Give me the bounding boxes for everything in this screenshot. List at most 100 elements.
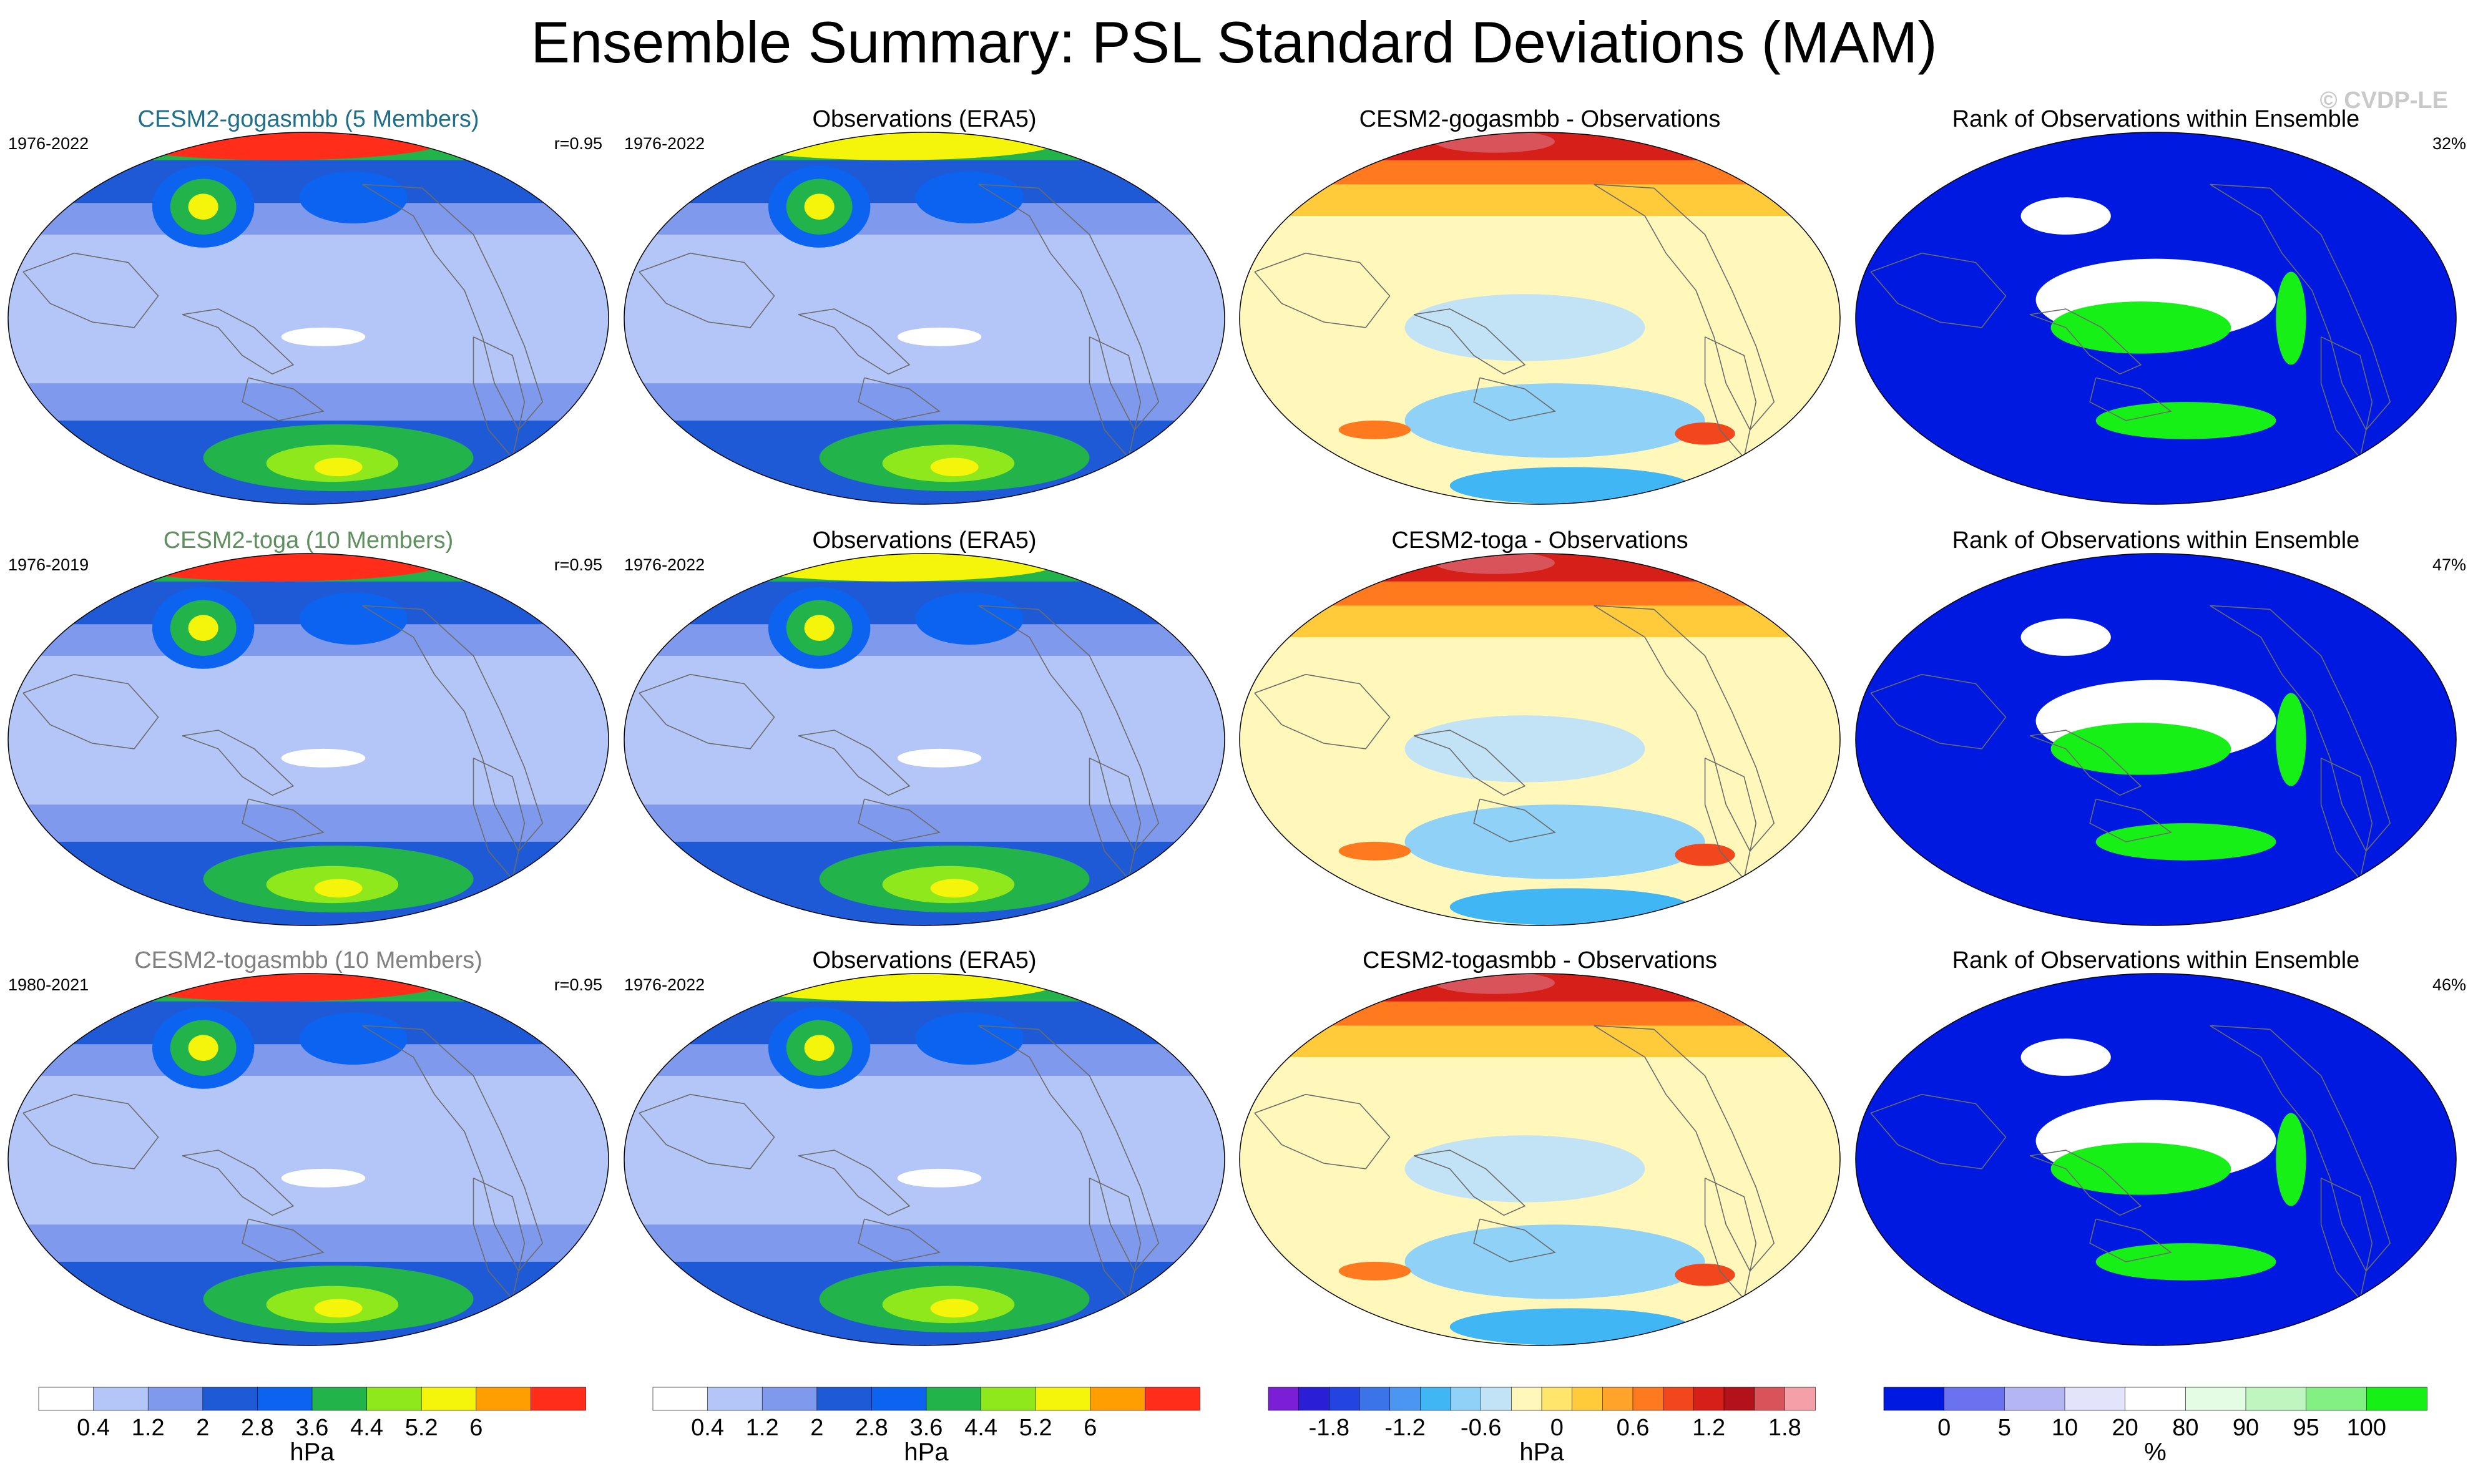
panel-r1-model-period: 1976-2022 bbox=[8, 134, 89, 153]
panel-r3-diff-so-neg bbox=[1404, 1224, 1705, 1299]
panel-r2-obs-coastline-3 bbox=[858, 798, 941, 842]
panel-r1-diff-antarctic-neg bbox=[1449, 467, 1690, 504]
panel-r1-diff-sa-pos bbox=[1675, 422, 1735, 445]
panel-r2-rank-coastline-0 bbox=[1870, 673, 2007, 749]
colorbar-rank-swatch-1 bbox=[1944, 1387, 2005, 1411]
colorbar-rank-swatch-4 bbox=[2125, 1387, 2186, 1411]
panel-r1-model-coastline-3 bbox=[242, 377, 325, 421]
panel-r3-model: CESM2-togasmbb (10 Members) 1980-2021 r=0.… bbox=[7, 947, 609, 1346]
colorbar-rank-swatch-5 bbox=[2185, 1387, 2246, 1411]
panel-r1-obs-pac-low-core bbox=[804, 193, 835, 220]
panel-r1-model-correlation: r=0.95 bbox=[554, 134, 602, 153]
panel-r3-rank-pct: 46% bbox=[2432, 975, 2466, 994]
panel-r1-diff: CESM2-gogasmbb - Observations bbox=[1239, 106, 1841, 505]
panel-r2-model-atl-low bbox=[299, 592, 408, 645]
colorbar-rank-tick-5: 90 bbox=[2233, 1415, 2259, 1441]
panel-r1-obs-so-core bbox=[930, 457, 979, 477]
panel-r2-model-coastline-0 bbox=[22, 673, 159, 749]
panel-r1-obs-title: Observations (ERA5) bbox=[812, 106, 1036, 132]
colorbar-obs-std-tick-1: 1.2 bbox=[746, 1415, 779, 1441]
colorbar-obs-std-unit: hPa bbox=[904, 1438, 949, 1466]
colorbar-difference-swatch-3 bbox=[1359, 1387, 1391, 1411]
colorbar-difference-swatch-15 bbox=[1723, 1387, 1755, 1411]
panel-r2-diff-tropics-neg bbox=[1404, 715, 1645, 783]
colorbar-rank-tick-0: 0 bbox=[1937, 1415, 1951, 1441]
panel-r3-model-atl-low bbox=[299, 1012, 408, 1065]
colorbar-model-std-swatch-4 bbox=[257, 1387, 313, 1411]
panel-r2-diff-arctic-max bbox=[1434, 554, 1555, 574]
colorbar-difference-tick-0: -1.8 bbox=[1309, 1415, 1349, 1441]
colorbar-model-std-swatch-7 bbox=[421, 1387, 477, 1411]
colorbar-obs-std-swatch-6 bbox=[981, 1387, 1036, 1411]
panel-r1-rank-green-tropics bbox=[2050, 301, 2231, 354]
colorbar-rank-tick-1: 5 bbox=[1998, 1415, 2011, 1441]
panel-r2-model-period: 1976-2019 bbox=[8, 555, 89, 574]
panel-r3-obs-atl-low bbox=[915, 1012, 1024, 1065]
panel-r1-obs-tropic-min bbox=[897, 327, 982, 346]
panel-r3-rank-green-south bbox=[2095, 1243, 2276, 1281]
colorbar-obs-std-tick-7: 6 bbox=[1084, 1415, 1097, 1441]
colorbar-model-std-tick-0: 0.4 bbox=[77, 1415, 110, 1441]
panel-r1-rank-border bbox=[1855, 132, 2457, 505]
panel-r3-rank-coastline-3 bbox=[2089, 1218, 2173, 1262]
panel-r2-obs-period: 1976-2022 bbox=[624, 555, 705, 574]
colorbar-difference-tick-1: -1.2 bbox=[1384, 1415, 1425, 1441]
colorbar-model-std-tick-2: 2 bbox=[196, 1415, 209, 1441]
panel-r2-model-tropic-min bbox=[281, 748, 366, 768]
panel-r2-rank-border bbox=[1855, 553, 2457, 926]
panel-r3-obs-pac-low-core bbox=[804, 1035, 835, 1062]
panel-r2-rank-green-tropics bbox=[2050, 723, 2231, 775]
panel-r2-rank-title: Rank of Observations within Ensemble bbox=[1952, 527, 2360, 554]
panel-r2-diff-title: CESM2-toga - Observations bbox=[1391, 527, 1688, 554]
colorbar-model-std-swatch-9 bbox=[531, 1387, 586, 1411]
colorbar-model-std-tick-7: 6 bbox=[469, 1415, 482, 1441]
colorbar-obs-std-swatch-0 bbox=[652, 1387, 708, 1411]
colorbar-difference-swatch-17 bbox=[1785, 1387, 1816, 1411]
panel-r2-obs-coastline-1 bbox=[798, 730, 911, 796]
colorbar-difference-tick-3: 0 bbox=[1550, 1415, 1564, 1441]
colorbar-obs-std-tick-5: 4.4 bbox=[964, 1415, 997, 1441]
colorbar-difference-swatch-5 bbox=[1420, 1387, 1451, 1411]
colorbar-model-std-swatch-3 bbox=[202, 1387, 258, 1411]
panel-r3-model-tropic-min bbox=[281, 1168, 366, 1188]
panel-r1-model-pac-low-core bbox=[188, 193, 218, 220]
panel-r1-model: CESM2-gogasmbb (5 Members) 1976-2022 r=0.9… bbox=[7, 106, 609, 505]
panel-r3-model-arctic-max bbox=[113, 974, 444, 1002]
colorbar-obs-std-swatch-7 bbox=[1035, 1387, 1091, 1411]
panel-r3-obs-so-core bbox=[930, 1299, 979, 1318]
colorbar-obs-std-swatch-1 bbox=[707, 1387, 763, 1411]
panel-r3-rank-white-north bbox=[2020, 1038, 2111, 1076]
colorbar-obs-std: 0.4 1.2 2 2.8 3.6 4.4 5.2 6 hPa bbox=[652, 1387, 1200, 1466]
panel-r2-obs-coastline-0 bbox=[639, 673, 775, 749]
panel-r2-diff-sa-pos bbox=[1675, 843, 1735, 866]
colorbar-difference-swatch-11 bbox=[1602, 1387, 1633, 1411]
colorbar-rank-swatch-2 bbox=[2004, 1387, 2065, 1411]
panel-r3-rank-border bbox=[1855, 973, 2457, 1346]
panel-r1-rank-coastline-0 bbox=[1870, 252, 2007, 328]
colorbar-obs-std-swatch-4 bbox=[871, 1387, 927, 1411]
colorbar-difference-tick-5: 1.2 bbox=[1692, 1415, 1725, 1441]
colorbar-difference-swatch-12 bbox=[1632, 1387, 1664, 1411]
colorbar-rank-swatch-8 bbox=[2366, 1387, 2427, 1411]
colorbar-rank-swatch-7 bbox=[2306, 1387, 2368, 1411]
panel-r3-obs-arctic-max bbox=[729, 974, 1060, 1002]
panel-r3-rank-coastline-1 bbox=[2029, 1150, 2142, 1216]
colorbar-model-std-swatch-5 bbox=[311, 1387, 368, 1411]
panel-r3-obs-border bbox=[624, 973, 1225, 1346]
panel-r1-model-tropic-min bbox=[281, 327, 366, 346]
colorbar-obs-std-swatch-2 bbox=[761, 1387, 818, 1411]
colorbar-difference-swatch-8 bbox=[1511, 1387, 1542, 1411]
colorbar-model-std-swatch-6 bbox=[366, 1387, 422, 1411]
panel-r1-obs: Observations (ERA5) 1976-2022 bbox=[624, 106, 1225, 505]
panel-r1-diff-title: CESM2-gogasmbb - Observations bbox=[1359, 106, 1721, 132]
colorbar-rank-tick-3: 20 bbox=[2112, 1415, 2138, 1441]
panel-r3-diff-tropics-neg bbox=[1404, 1135, 1645, 1203]
colorbar-difference-swatch-13 bbox=[1663, 1387, 1695, 1411]
colorbar-difference-tick-2: -0.6 bbox=[1461, 1415, 1501, 1441]
panel-r1-obs-atl-low bbox=[915, 171, 1024, 224]
panel-r3-model-correlation: r=0.95 bbox=[554, 975, 602, 994]
panel-r2-obs-border bbox=[624, 553, 1225, 926]
panel-r2-diff-border bbox=[1239, 553, 1841, 926]
panel-r3-obs-period: 1976-2022 bbox=[624, 975, 705, 994]
